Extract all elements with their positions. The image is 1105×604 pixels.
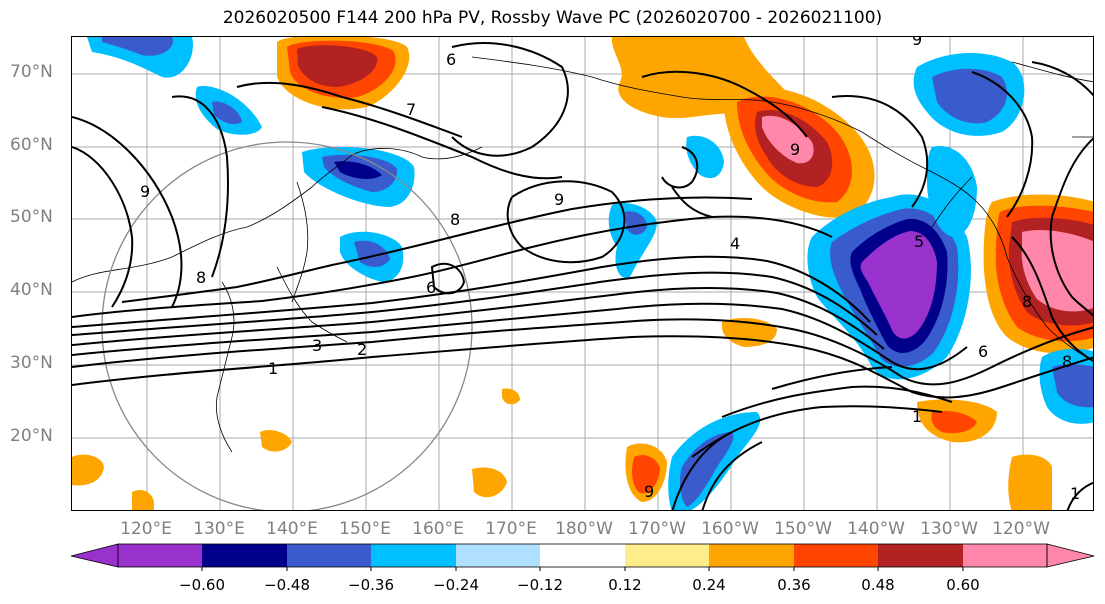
colorbar-tick: −0.12 bbox=[517, 576, 563, 594]
lon-label: 160°W bbox=[701, 519, 759, 539]
colorbar-tick: 0.48 bbox=[861, 576, 895, 594]
region-circle bbox=[101, 141, 473, 510]
contour-label: 9 bbox=[912, 37, 922, 49]
contour-labels: 6 7 9 9 8 9 8 6 1 3 2 4 9 5 8 8 6 1 9 1 bbox=[140, 37, 1080, 503]
lat-label-60: 60°N bbox=[10, 135, 53, 155]
contour-label: 6 bbox=[446, 50, 456, 69]
colorbar-tick: −0.24 bbox=[433, 576, 479, 594]
contour-label: 9 bbox=[644, 482, 654, 501]
colorbar-extend-low bbox=[70, 543, 119, 568]
contour-label: 8 bbox=[1062, 352, 1072, 371]
colorbar-bin bbox=[118, 544, 202, 567]
lat-label-50: 50°N bbox=[10, 207, 53, 227]
contour-label: 4 bbox=[730, 234, 740, 253]
colorbar-tick: 0.36 bbox=[777, 576, 811, 594]
lon-label: 150°E bbox=[339, 519, 391, 539]
contour-label: 1 bbox=[268, 359, 278, 378]
map-canvas: 6 7 9 9 8 9 8 6 1 3 2 4 9 5 8 8 6 1 9 1 bbox=[72, 37, 1093, 510]
lon-label: 180°W bbox=[555, 519, 613, 539]
contour-label: 8 bbox=[1022, 292, 1032, 311]
map-title: 2026020500 F144 200 hPa PV, Rossby Wave … bbox=[222, 8, 883, 28]
colorbar-bin bbox=[371, 544, 456, 567]
lon-label: 120°E bbox=[120, 519, 172, 539]
lon-label: 120°W bbox=[992, 519, 1050, 539]
lon-label: 130°W bbox=[920, 519, 978, 539]
contour-label: 8 bbox=[196, 268, 206, 287]
colorbar-tick: 0.12 bbox=[608, 576, 642, 594]
contour-label: 6 bbox=[978, 342, 988, 361]
coastlines bbox=[72, 56, 1093, 453]
lon-label: 150°W bbox=[774, 519, 832, 539]
contour-label: 1 bbox=[912, 407, 922, 426]
colorbar-bin bbox=[287, 544, 371, 567]
lon-label: 170°E bbox=[485, 519, 537, 539]
colorbar-bin bbox=[625, 544, 709, 567]
colorbar-bin bbox=[709, 544, 794, 567]
contour-label: 2 bbox=[357, 340, 367, 359]
colorbar-tick: −0.48 bbox=[264, 576, 310, 594]
contour-label: 5 bbox=[914, 232, 924, 251]
lon-label: 170°W bbox=[628, 519, 686, 539]
contour-label: 3 bbox=[312, 336, 322, 355]
colorbar-bin bbox=[456, 544, 540, 567]
colorbar-bin bbox=[963, 544, 1047, 567]
contour-label: 9 bbox=[554, 190, 564, 209]
lon-label: 160°E bbox=[412, 519, 464, 539]
colorbar-extend-high bbox=[1046, 543, 1095, 568]
colorbar-bin bbox=[540, 544, 625, 567]
lat-label-30: 30°N bbox=[10, 353, 53, 373]
lon-label: 130°E bbox=[193, 519, 245, 539]
colorbar-tick: 0.60 bbox=[946, 576, 980, 594]
colorbar-tick: −0.36 bbox=[348, 576, 394, 594]
contour-label: 6 bbox=[426, 278, 436, 297]
colorbar-bin bbox=[878, 544, 963, 567]
lat-label-20: 20°N bbox=[10, 426, 53, 446]
contour-label: 1 bbox=[1070, 484, 1080, 503]
colorbar-bin bbox=[202, 544, 287, 567]
colorbar-bin bbox=[794, 544, 878, 567]
contour-label: 9 bbox=[790, 140, 800, 159]
lat-label-70: 70°N bbox=[10, 62, 53, 82]
contour-label: 7 bbox=[406, 100, 416, 119]
colorbar-tick: −0.60 bbox=[179, 576, 225, 594]
colorbar-tick: 0.24 bbox=[692, 576, 726, 594]
contour-label: 8 bbox=[450, 210, 460, 229]
lat-label-40: 40°N bbox=[10, 280, 53, 300]
contour-label: 9 bbox=[140, 182, 150, 201]
map-panel: 6 7 9 9 8 9 8 6 1 3 2 4 9 5 8 8 6 1 9 1 bbox=[71, 36, 1094, 511]
pv-anomaly-fill bbox=[72, 37, 1093, 510]
lon-label: 140°W bbox=[847, 519, 905, 539]
lon-label: 140°E bbox=[266, 519, 318, 539]
pc-contours bbox=[72, 42, 1093, 510]
